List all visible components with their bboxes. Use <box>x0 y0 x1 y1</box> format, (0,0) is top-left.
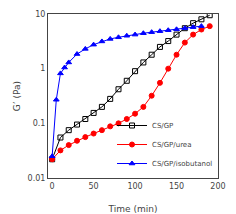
svg-text:50: 50 <box>89 182 99 191</box>
svg-text:0: 0 <box>50 182 55 191</box>
svg-text:CS/GP/isobutanol: CS/GP/isobutanol <box>152 160 212 168</box>
svg-text:CS/GP: CS/GP <box>152 122 173 130</box>
svg-text:0.1: 0.1 <box>33 119 46 128</box>
svg-text:150: 150 <box>169 182 184 191</box>
svg-text:0.01: 0.01 <box>28 174 46 183</box>
svg-text:1: 1 <box>40 64 45 73</box>
svg-text:Time (min): Time (min) <box>108 204 158 214</box>
svg-text:100: 100 <box>127 182 142 191</box>
svg-text:G’ (Pa): G’ (Pa) <box>12 81 22 111</box>
svg-text:10: 10 <box>35 10 45 19</box>
svg-text:200: 200 <box>210 182 225 191</box>
svg-text:CS/GP/urea: CS/GP/urea <box>152 141 191 149</box>
